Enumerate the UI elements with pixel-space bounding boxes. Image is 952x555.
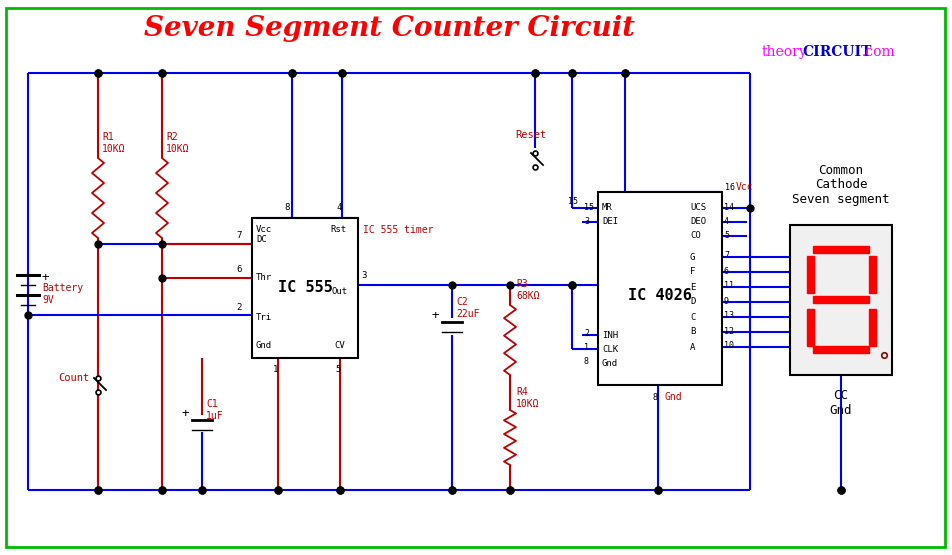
Text: 2: 2 bbox=[236, 302, 241, 311]
Text: CC
Gnd: CC Gnd bbox=[829, 389, 851, 417]
Bar bbox=[251, 218, 358, 358]
Text: 15: 15 bbox=[584, 203, 593, 211]
Text: R3
68KΩ: R3 68KΩ bbox=[515, 279, 539, 301]
Text: F: F bbox=[689, 268, 695, 276]
Text: 6: 6 bbox=[236, 265, 241, 275]
Text: A: A bbox=[689, 342, 695, 351]
Text: Vcc: Vcc bbox=[256, 225, 272, 234]
Text: 16: 16 bbox=[724, 183, 734, 191]
Text: E: E bbox=[689, 282, 695, 291]
Bar bbox=[812, 346, 868, 353]
Bar bbox=[806, 309, 813, 346]
Text: 2: 2 bbox=[584, 330, 588, 339]
Text: 1: 1 bbox=[272, 366, 278, 375]
Text: 15: 15 bbox=[567, 198, 578, 206]
Text: 13: 13 bbox=[724, 311, 733, 320]
Text: Seven Segment Counter Circuit: Seven Segment Counter Circuit bbox=[145, 14, 635, 42]
Text: 8: 8 bbox=[584, 357, 588, 366]
Text: IC 555: IC 555 bbox=[277, 280, 332, 295]
Text: IC 555 timer: IC 555 timer bbox=[363, 225, 433, 235]
Text: .com: .com bbox=[862, 45, 895, 59]
Text: 7: 7 bbox=[724, 251, 728, 260]
Text: R2
10KΩ: R2 10KΩ bbox=[166, 132, 189, 154]
Text: +: + bbox=[182, 406, 189, 420]
Text: 8: 8 bbox=[284, 204, 289, 213]
Text: DC: DC bbox=[256, 235, 267, 245]
Text: Common
Cathode
Seven segment: Common Cathode Seven segment bbox=[791, 164, 889, 206]
Text: DEI: DEI bbox=[602, 218, 618, 226]
Text: theory: theory bbox=[762, 45, 807, 59]
Text: CO: CO bbox=[689, 231, 700, 240]
Text: CLK: CLK bbox=[602, 345, 618, 354]
Text: Count: Count bbox=[58, 373, 89, 383]
Text: 8: 8 bbox=[652, 392, 657, 401]
Text: G: G bbox=[689, 253, 695, 261]
Text: 11: 11 bbox=[724, 281, 733, 290]
Bar bbox=[868, 309, 875, 346]
Text: +: + bbox=[42, 270, 50, 284]
Bar bbox=[789, 225, 891, 375]
Text: C1
1uF: C1 1uF bbox=[206, 399, 224, 421]
Text: MR: MR bbox=[602, 204, 612, 213]
Text: 5: 5 bbox=[724, 230, 728, 240]
Text: Reset: Reset bbox=[514, 130, 545, 140]
Text: INH: INH bbox=[602, 330, 618, 340]
Text: CIRCUIT: CIRCUIT bbox=[802, 45, 870, 59]
Text: 14: 14 bbox=[724, 203, 733, 211]
Text: 3: 3 bbox=[584, 216, 588, 225]
Text: 9: 9 bbox=[724, 296, 728, 305]
Text: IC 4026: IC 4026 bbox=[627, 289, 691, 304]
Text: Out: Out bbox=[331, 286, 347, 295]
Text: 4: 4 bbox=[724, 216, 728, 225]
Text: 4: 4 bbox=[337, 204, 342, 213]
Text: 1: 1 bbox=[584, 344, 588, 352]
Text: 3: 3 bbox=[361, 270, 366, 280]
Text: 10: 10 bbox=[724, 341, 733, 351]
Text: Rst: Rst bbox=[329, 225, 346, 234]
Text: DEO: DEO bbox=[689, 218, 705, 226]
Text: B: B bbox=[689, 327, 695, 336]
Text: R4
10KΩ: R4 10KΩ bbox=[515, 387, 539, 409]
Text: Tri: Tri bbox=[256, 314, 272, 322]
Bar bbox=[812, 246, 868, 253]
Text: 5: 5 bbox=[335, 366, 340, 375]
Text: Battery
9V: Battery 9V bbox=[42, 283, 83, 305]
Bar bbox=[597, 192, 722, 385]
Text: D: D bbox=[689, 297, 695, 306]
Text: C: C bbox=[689, 312, 695, 321]
Text: 6: 6 bbox=[724, 266, 728, 275]
Text: Gnd: Gnd bbox=[664, 392, 682, 402]
Text: UCS: UCS bbox=[689, 204, 705, 213]
Text: Gnd: Gnd bbox=[256, 341, 272, 351]
Bar bbox=[868, 256, 875, 293]
Text: +: + bbox=[431, 309, 439, 321]
Bar bbox=[806, 256, 813, 293]
Text: Gnd: Gnd bbox=[602, 359, 618, 367]
Text: Vcc: Vcc bbox=[735, 182, 753, 192]
Text: C2
22uF: C2 22uF bbox=[455, 297, 479, 319]
Text: 7: 7 bbox=[236, 231, 241, 240]
Text: CV: CV bbox=[333, 341, 345, 351]
Text: Thr: Thr bbox=[256, 274, 272, 282]
Bar bbox=[812, 296, 868, 303]
Text: R1
10KΩ: R1 10KΩ bbox=[102, 132, 126, 154]
Text: 12: 12 bbox=[724, 326, 733, 336]
